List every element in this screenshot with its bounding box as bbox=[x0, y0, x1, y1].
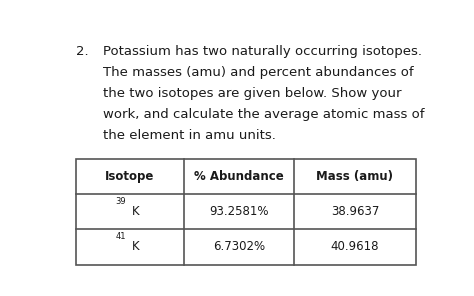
Text: Isotope: Isotope bbox=[105, 170, 155, 183]
Text: 41: 41 bbox=[116, 232, 126, 241]
Text: % Abundance: % Abundance bbox=[194, 170, 284, 183]
Text: Potassium has two naturally occurring isotopes.: Potassium has two naturally occurring is… bbox=[103, 45, 422, 58]
Text: Mass (amu): Mass (amu) bbox=[317, 170, 393, 183]
Text: the two isotopes are given below. Show your: the two isotopes are given below. Show y… bbox=[103, 86, 402, 99]
Text: 6.7302%: 6.7302% bbox=[213, 240, 265, 253]
Text: K: K bbox=[132, 240, 139, 253]
Text: work, and calculate the average atomic mass of: work, and calculate the average atomic m… bbox=[103, 107, 425, 120]
Text: 40.9618: 40.9618 bbox=[331, 240, 379, 253]
Text: K: K bbox=[132, 205, 139, 218]
Text: 93.2581%: 93.2581% bbox=[210, 205, 269, 218]
Text: 39: 39 bbox=[116, 197, 126, 206]
Text: The masses (amu) and percent abundances of: The masses (amu) and percent abundances … bbox=[103, 66, 414, 79]
Text: the element in amu units.: the element in amu units. bbox=[103, 128, 276, 141]
Text: 38.9637: 38.9637 bbox=[331, 205, 379, 218]
Text: 2.: 2. bbox=[76, 45, 89, 58]
